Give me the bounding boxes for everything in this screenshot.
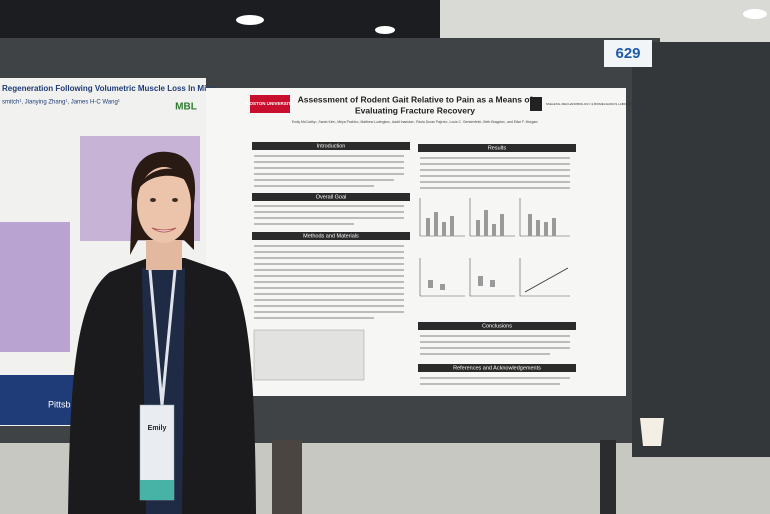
board-number: 629 xyxy=(615,45,640,62)
section-header: Results xyxy=(488,145,507,151)
face xyxy=(137,167,191,243)
board-leg xyxy=(600,440,616,514)
main-poster-title: Assessment of Rodent Gait Relative to Pa… xyxy=(298,94,533,104)
right-board xyxy=(632,42,770,457)
number-plate xyxy=(604,40,652,67)
bu-logo-text: BOSTON UNIVERSITY xyxy=(246,101,293,106)
ceiling-light xyxy=(743,9,767,19)
left-poster-title: Regeneration Following Volumetric Muscle… xyxy=(2,84,216,93)
cup xyxy=(640,418,664,446)
section-header: Methods and Materials xyxy=(303,233,359,239)
lab-logo-icon xyxy=(530,97,542,111)
smile xyxy=(151,227,177,233)
body-text xyxy=(254,155,570,385)
left-poster-authors: smitch¹, Jianying Zhang¹, James H-C Wang… xyxy=(2,100,120,106)
methods-diagram xyxy=(253,329,365,381)
trend-line xyxy=(524,267,569,293)
badge-band xyxy=(140,480,174,500)
section-header: Overall Goal xyxy=(316,194,347,200)
ceiling-light xyxy=(375,26,395,34)
eye xyxy=(150,198,156,202)
lab-logo: SKELETAL MECHANOBIOLOGY & BIOMECHANICS L… xyxy=(546,102,638,106)
figure-panel xyxy=(0,222,70,352)
hair-top xyxy=(138,168,192,190)
badge-name: Emily xyxy=(148,425,167,432)
section-header: Introduction xyxy=(317,143,346,149)
section-headers: Introduction Overall Goal Methods and Ma… xyxy=(252,142,576,372)
passerby xyxy=(272,440,302,514)
bu-logo xyxy=(250,95,290,113)
eye xyxy=(172,198,178,202)
left-poster-footer-text: Pittsb xyxy=(48,399,71,409)
neck xyxy=(146,240,182,270)
main-poster-title: Evaluating Fracture Recovery xyxy=(355,105,475,115)
person: Emily xyxy=(68,151,256,514)
ceiling-light xyxy=(236,15,264,25)
back-wall xyxy=(440,0,770,45)
left-poster-logo: MBL xyxy=(175,102,197,113)
section-header: References and Acknowledgements xyxy=(453,365,541,371)
main-poster-authors: Emily McCarthy¹, Sarah Kim¹, Mriya Prabh… xyxy=(292,120,539,124)
section-header: Conclusions xyxy=(482,323,512,329)
result-bars xyxy=(426,210,556,290)
